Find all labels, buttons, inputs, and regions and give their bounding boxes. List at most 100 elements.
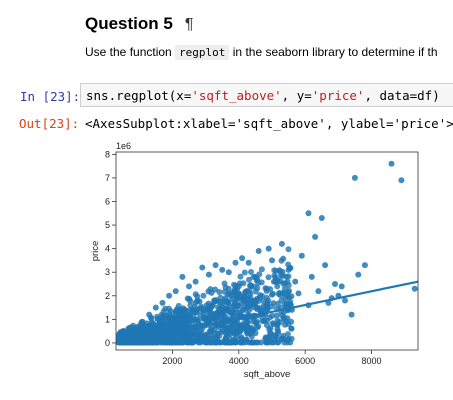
scatter-point <box>202 306 209 313</box>
scatter-point <box>247 303 253 310</box>
scatter-point <box>222 339 229 346</box>
code-line[interactable]: sns.regplot(x='sqft_above', y='price', d… <box>86 88 440 103</box>
scatter-point <box>247 282 254 289</box>
scatter-point <box>232 259 239 266</box>
scatter-point <box>179 319 186 326</box>
scatter-point <box>214 336 221 343</box>
scatter-point <box>197 305 204 312</box>
scatter-point <box>248 269 254 275</box>
scatter-point <box>254 339 261 346</box>
anchor-link-icon[interactable]: ¶ <box>184 16 194 33</box>
scatter-point <box>215 330 222 337</box>
scatter-point <box>242 289 249 296</box>
scatter-point <box>221 280 228 287</box>
scatter-point <box>283 300 290 307</box>
scatter-point <box>261 316 268 323</box>
scatter-point <box>388 160 395 167</box>
scatter-point <box>351 174 358 181</box>
scatter-point <box>288 325 295 332</box>
scatter-point <box>178 331 185 337</box>
scatter-point <box>305 210 312 217</box>
scatter-point <box>298 252 305 259</box>
scatter-point <box>205 271 212 278</box>
scatter-point <box>206 328 213 335</box>
scatter-point <box>223 334 230 341</box>
y-axis-label: price <box>90 241 101 262</box>
scatter-point <box>192 299 199 306</box>
scatter-point <box>268 303 275 310</box>
scatter-point <box>239 255 246 262</box>
scatter-point <box>264 334 271 341</box>
x-tick-label: 8000 <box>362 356 382 366</box>
scatter-point <box>220 310 227 317</box>
input-prompt: In [23]: <box>20 89 81 104</box>
scatter-point <box>248 333 255 340</box>
scatter-point <box>318 215 325 221</box>
x-axis-label: sqft_above <box>244 369 290 380</box>
scatter-point <box>278 257 285 264</box>
scatter-point <box>285 246 292 253</box>
scatter-point <box>238 339 244 346</box>
scatter-point <box>186 283 192 290</box>
y-tick-label: 7 <box>105 173 110 183</box>
y-tick-label: 3 <box>105 267 110 277</box>
x-tick-label: 4000 <box>229 356 249 366</box>
scatter-point <box>240 298 247 305</box>
scatter-point <box>154 313 161 320</box>
y-tick-label: 6 <box>105 197 110 207</box>
scatter-point <box>237 294 244 300</box>
scatter-point <box>272 337 278 343</box>
code-call: sns.regplot(x= <box>86 88 192 103</box>
scatter-point <box>277 268 284 275</box>
scatter-point <box>199 264 206 271</box>
scatter-point <box>246 276 252 283</box>
scatter-point <box>250 327 257 333</box>
scatter-dense-cloud <box>116 246 295 346</box>
scatter-point <box>178 310 185 317</box>
scatter-point <box>279 312 286 319</box>
scatter-point <box>315 288 322 295</box>
scatter-point <box>166 339 173 346</box>
scatter-point <box>159 299 166 306</box>
scatter-point <box>285 261 292 268</box>
scatter-point <box>230 336 237 343</box>
scatter-point <box>207 305 214 312</box>
scatter-point <box>211 297 218 304</box>
code-cell-input[interactable]: sns.regplot(x='sqft_above', y='price', d… <box>80 83 453 107</box>
x-tick-label: 2000 <box>162 356 182 366</box>
scatter-point <box>179 339 186 346</box>
scatter-point <box>245 259 252 266</box>
scatter-point <box>361 262 368 269</box>
scatter-point <box>174 336 181 343</box>
y-ticks: 0 1 2 3 4 5 6 7 8 <box>105 149 116 348</box>
scatter-point <box>248 339 255 346</box>
scatter-point <box>237 273 244 280</box>
scatter-point <box>288 318 295 325</box>
scatter-point <box>195 318 202 325</box>
scatter-point <box>332 281 338 287</box>
scatter-point <box>148 314 155 321</box>
scatter-point <box>134 323 141 330</box>
scatter-point <box>160 308 167 315</box>
scatter-point <box>152 304 159 311</box>
scatter-point <box>240 280 247 287</box>
scatter-point <box>257 292 264 299</box>
scatter-point <box>148 322 155 329</box>
scatter-point <box>219 322 226 329</box>
y-tick-label: 4 <box>105 244 110 254</box>
scatter-point <box>308 273 315 280</box>
scatter-point <box>275 300 281 307</box>
scatter-point <box>295 290 302 297</box>
scatter-point <box>215 309 222 316</box>
code-arg-data: , data=df) <box>364 88 440 103</box>
scatter-point <box>265 297 272 304</box>
scatter-point <box>221 288 228 295</box>
scatter-point <box>244 324 251 331</box>
scatter-point <box>275 291 282 297</box>
scatter-point <box>274 277 281 284</box>
scatter-point <box>284 292 291 299</box>
scatter-point <box>292 278 299 285</box>
scatter-point <box>172 288 179 295</box>
code-string-y: 'price' <box>311 88 365 103</box>
scatter-point <box>338 283 345 290</box>
